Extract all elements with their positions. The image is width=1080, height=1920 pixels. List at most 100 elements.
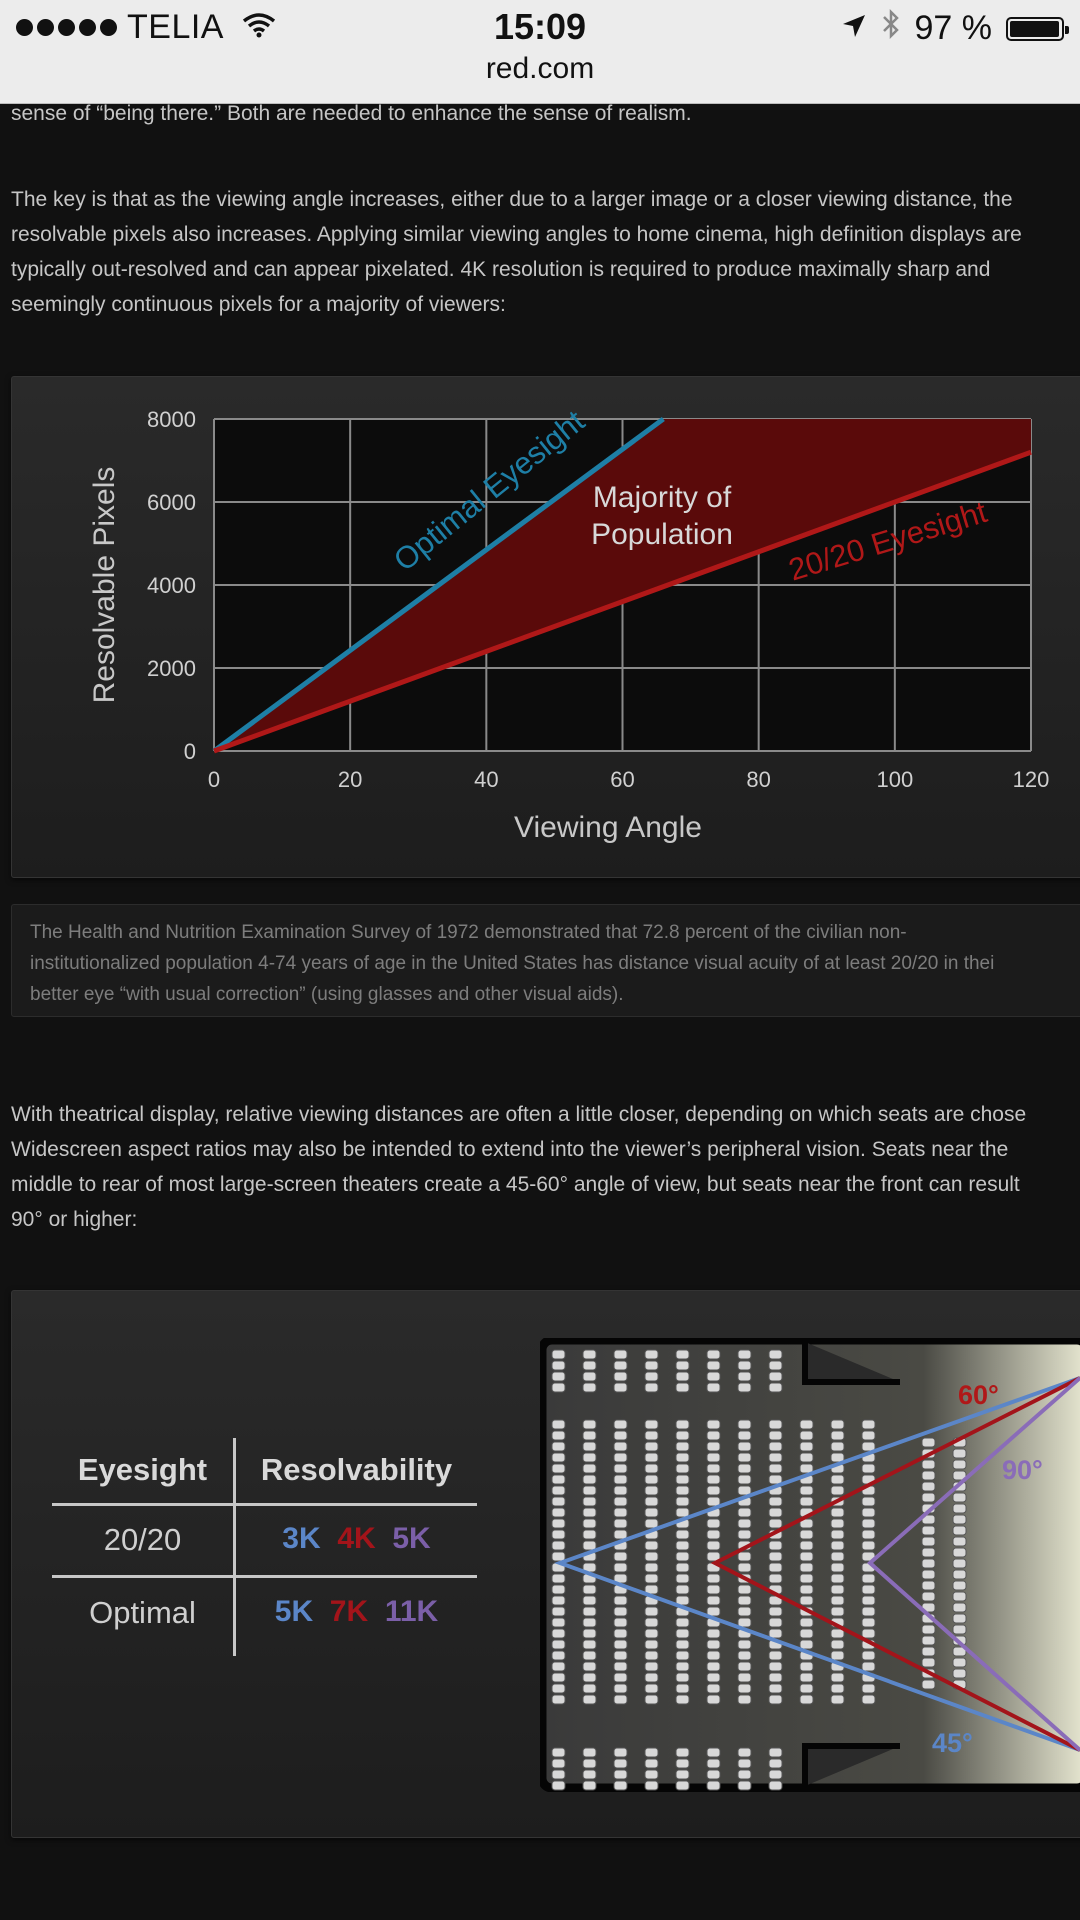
- seat: [644, 1683, 659, 1694]
- seat: [799, 1496, 814, 1507]
- seat: [644, 1518, 659, 1529]
- seat: [768, 1606, 783, 1617]
- seat: [675, 1672, 690, 1683]
- seat: [644, 1349, 659, 1360]
- seat: [861, 1694, 876, 1705]
- seat: [675, 1485, 690, 1496]
- seat: [551, 1485, 566, 1496]
- seat: [737, 1474, 752, 1485]
- seat: [551, 1650, 566, 1661]
- seat: [861, 1661, 876, 1672]
- seat: [644, 1639, 659, 1650]
- seat: [644, 1780, 659, 1791]
- seat: [706, 1496, 721, 1507]
- x-tick-label: 20: [338, 767, 362, 792]
- seat: [582, 1430, 597, 1441]
- seat: [644, 1758, 659, 1769]
- seat: [613, 1349, 628, 1360]
- seat: [551, 1371, 566, 1382]
- address-bar[interactable]: red.com: [485, 52, 595, 85]
- majority-region: [214, 419, 1031, 751]
- angle-line-90: [866, 1376, 1080, 1752]
- seat: [644, 1694, 659, 1705]
- x-tick-label: 60: [610, 767, 634, 792]
- seat: [551, 1507, 566, 1518]
- seat: [737, 1683, 752, 1694]
- seat: [551, 1595, 566, 1606]
- seat: [952, 1657, 967, 1668]
- seat: [675, 1573, 690, 1584]
- seat: [952, 1503, 967, 1514]
- battery-percent: 97 %: [914, 9, 993, 47]
- seat: [613, 1371, 628, 1382]
- seat: [551, 1780, 566, 1791]
- seat: [582, 1371, 597, 1382]
- seat: [952, 1558, 967, 1569]
- seat: [706, 1518, 721, 1529]
- seat: [551, 1551, 566, 1562]
- seat: [582, 1518, 597, 1529]
- seat: [706, 1485, 721, 1496]
- theater-entrance-bottom: [802, 1743, 900, 1786]
- seat: [551, 1463, 566, 1474]
- seat: [551, 1474, 566, 1485]
- table-row-values: 5K 7K 11K: [236, 1595, 477, 1629]
- seat: [952, 1525, 967, 1536]
- seat: [830, 1419, 845, 1430]
- seat: [737, 1650, 752, 1661]
- seat: [799, 1694, 814, 1705]
- table-divider: [52, 1575, 477, 1578]
- seat: [799, 1617, 814, 1628]
- y-tick-label: 6000: [147, 490, 196, 515]
- seat: [675, 1349, 690, 1360]
- seat: [551, 1584, 566, 1595]
- seat: [799, 1672, 814, 1683]
- seat: [582, 1606, 597, 1617]
- seat: [861, 1430, 876, 1441]
- seat: [706, 1371, 721, 1382]
- seat: [613, 1628, 628, 1639]
- note-line: The Health and Nutrition Examination Sur…: [30, 922, 907, 943]
- seat: [706, 1474, 721, 1485]
- paragraph-line: 90° or higher:: [11, 1208, 138, 1231]
- seat: [613, 1694, 628, 1705]
- seat: [613, 1485, 628, 1496]
- seat: [737, 1371, 752, 1382]
- seat: [768, 1769, 783, 1780]
- seat: [861, 1441, 876, 1452]
- seat: [613, 1382, 628, 1393]
- seat: [675, 1419, 690, 1430]
- seat: [582, 1747, 597, 1758]
- seat: [613, 1683, 628, 1694]
- seat: [706, 1441, 721, 1452]
- seat: [706, 1683, 721, 1694]
- seat: [921, 1558, 936, 1569]
- seat: [737, 1551, 752, 1562]
- seat: [582, 1584, 597, 1595]
- seat: [799, 1529, 814, 1540]
- seat: [861, 1606, 876, 1617]
- seat: [582, 1694, 597, 1705]
- seat: [921, 1591, 936, 1602]
- paragraph-theatrical: With theatrical display, relative viewin…: [11, 1097, 1080, 1237]
- seat: [551, 1496, 566, 1507]
- seat: [768, 1507, 783, 1518]
- seat: [921, 1646, 936, 1657]
- seat: [613, 1562, 628, 1573]
- seat: [830, 1628, 845, 1639]
- seat: [768, 1371, 783, 1382]
- seat: [737, 1584, 752, 1595]
- seat: [830, 1540, 845, 1551]
- seat: [551, 1382, 566, 1393]
- seat: [768, 1650, 783, 1661]
- paragraph-line: With theatrical display, relative viewin…: [11, 1103, 1027, 1126]
- seat: [799, 1518, 814, 1529]
- seat: [799, 1452, 814, 1463]
- seat: [613, 1360, 628, 1371]
- seat: [799, 1628, 814, 1639]
- x-tick-label: 0: [208, 767, 220, 792]
- seat: [551, 1430, 566, 1441]
- seat: [921, 1580, 936, 1591]
- seat: [921, 1657, 936, 1668]
- x-tick-label: 100: [876, 767, 913, 792]
